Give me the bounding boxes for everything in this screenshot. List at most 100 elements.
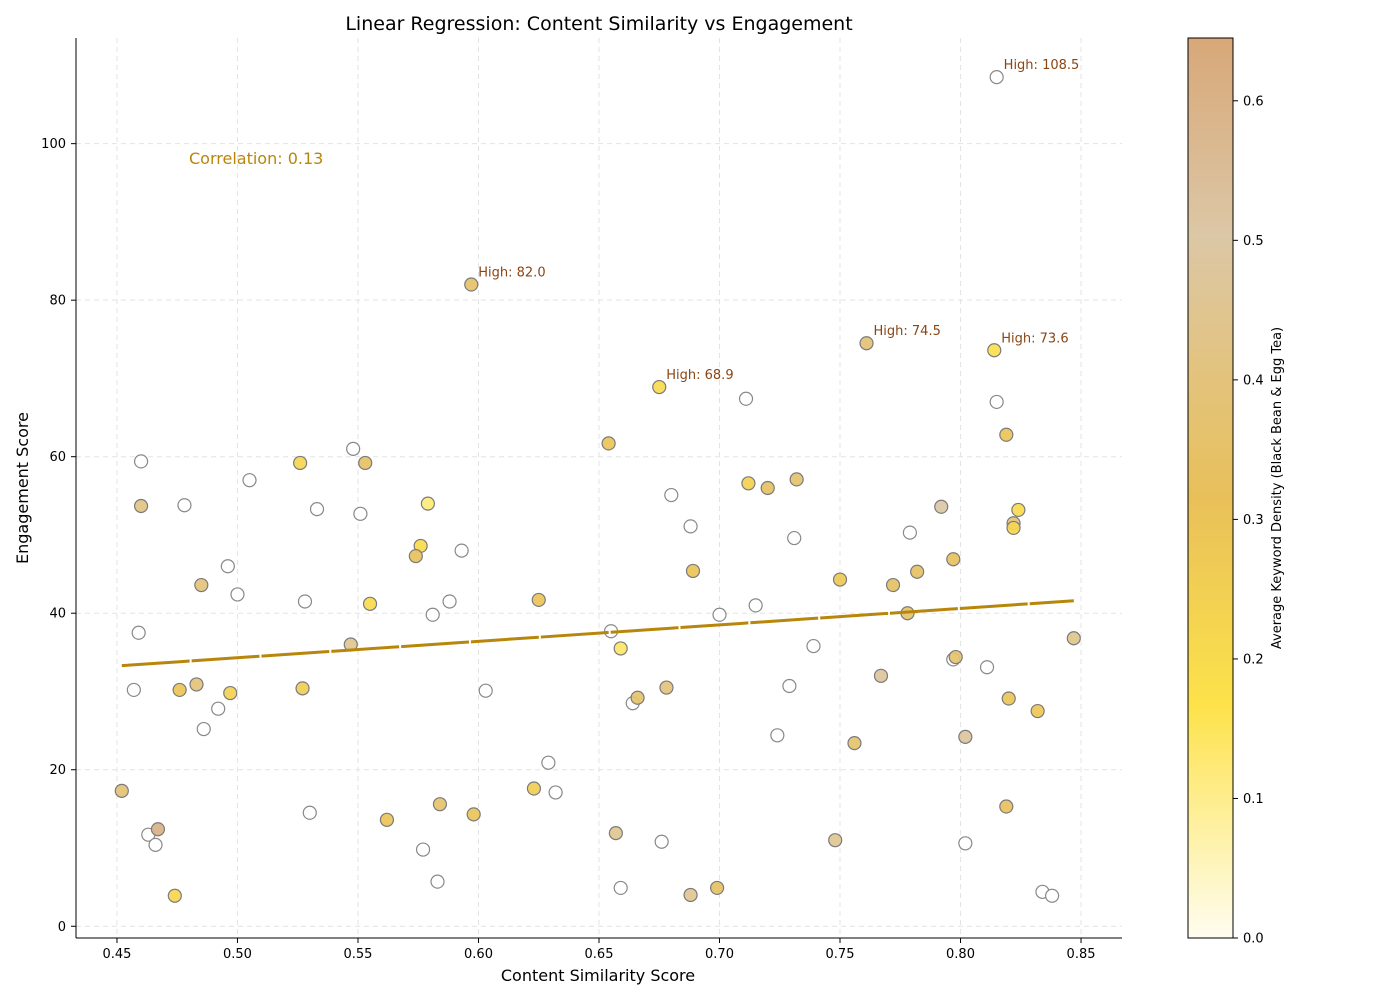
scatter-point-keyword — [608, 826, 623, 841]
annotations: High: 108.5 High: 82.0 High: 74.5 High: 73.… — [478, 58, 1079, 383]
y-tick-label: 0 — [58, 920, 66, 935]
scatter-point-keyword — [873, 668, 889, 683]
scatter-point-no-keyword — [787, 530, 802, 546]
scatter-point-keyword — [1006, 520, 1021, 536]
scatter-point-no-keyword — [782, 678, 797, 694]
scatter-point-keyword — [601, 436, 616, 451]
scatter-point-keyword — [859, 336, 874, 351]
correlation-text: Correlation: 0.13 — [189, 149, 323, 168]
chart-title: Linear Regression: Content Similarity vs… — [345, 13, 852, 35]
colorbar-tick-label: 0.0 — [1243, 932, 1264, 947]
scatter-point-no-keyword — [989, 394, 1004, 410]
scatter-point-keyword — [999, 427, 1014, 442]
scatter-point-keyword — [194, 577, 209, 593]
scatter-point-no-keyword — [454, 543, 469, 558]
scatter-point-no-keyword — [654, 834, 669, 849]
high-value-annotation: High: 82.0 — [478, 266, 545, 281]
x-tick-label: 0.45 — [102, 947, 131, 962]
colorbar-tick-label: 0.1 — [1243, 792, 1264, 807]
scatter-point-keyword — [760, 480, 775, 496]
x-tick-label: 0.80 — [946, 947, 975, 962]
scatter-point-no-keyword — [770, 728, 785, 743]
scatter-point-keyword — [295, 681, 310, 696]
colorbar-tick-label: 0.5 — [1243, 234, 1264, 249]
high-value-annotation: High: 108.5 — [1004, 58, 1080, 73]
scatter-point-no-keyword — [309, 502, 325, 517]
scatter-point-keyword — [847, 736, 862, 751]
scatter-point-keyword — [630, 690, 645, 705]
x-tick-label: 0.70 — [705, 947, 734, 962]
scatter-point-keyword — [172, 682, 187, 698]
scatter-point-keyword — [1001, 691, 1016, 706]
scatter-point-no-keyword — [979, 660, 995, 675]
scatter-point-no-keyword — [148, 837, 163, 852]
high-value-annotation: High: 73.6 — [1001, 331, 1068, 346]
scatter-point-no-keyword — [442, 594, 457, 609]
scatter-point-no-keyword — [346, 441, 361, 456]
scatter-point-keyword — [958, 729, 973, 744]
scatter-point-keyword — [613, 641, 628, 656]
scatter-point-keyword — [293, 455, 308, 471]
scatter-point-no-keyword — [806, 638, 821, 654]
colorbar-label: Average Keyword Density (Black Bean & Eg… — [1270, 327, 1285, 649]
scatter-point-keyword — [358, 455, 373, 471]
scatter-point-no-keyword — [302, 805, 317, 820]
scatter-point-keyword — [828, 833, 843, 848]
y-tick-label: 60 — [49, 450, 66, 465]
scatter-point-keyword — [999, 799, 1014, 814]
scatter-point-no-keyword — [131, 625, 146, 640]
scatter-point-no-keyword — [430, 874, 445, 889]
axes: 0.45 0.50 0.55 0.60 0.65 0.70 0.75 0.80 0.85 0 20 4… — [41, 38, 1122, 962]
colorbar-tick-label: 0.4 — [1243, 373, 1264, 388]
y-tick-label: 20 — [49, 763, 66, 778]
scatter-point-no-keyword — [220, 559, 235, 574]
high-value-annotation: High: 68.9 — [666, 368, 733, 383]
scatter-point-no-keyword — [177, 498, 192, 513]
scatter-point-keyword — [167, 888, 182, 903]
scatter-point-keyword — [832, 572, 848, 587]
scatter-point-no-keyword — [133, 454, 149, 469]
x-tick-label: 0.85 — [1067, 947, 1096, 962]
x-axis-label: Content Similarity Score — [501, 966, 695, 985]
scatter-point-no-keyword — [353, 506, 368, 521]
scatter-point-keyword — [987, 343, 1002, 358]
regression-line-group — [121, 599, 1074, 668]
scatter-point-keyword — [531, 592, 546, 608]
scatter-point-keyword — [1066, 631, 1081, 646]
scatter-point-no-keyword — [902, 525, 918, 540]
scatter-point-keyword — [464, 277, 479, 292]
scatter-point-keyword — [885, 577, 901, 593]
y-tick-label: 100 — [41, 137, 66, 152]
scatter-point-no-keyword — [683, 519, 698, 534]
y-tick-label: 40 — [49, 607, 66, 622]
scatter-point-keyword — [114, 783, 129, 798]
scatter-point-keyword — [362, 596, 378, 611]
x-tick-label: 0.75 — [826, 947, 855, 962]
colorbar-tick-label: 0.6 — [1243, 94, 1264, 109]
scatter-point-no-keyword — [196, 721, 211, 737]
scatter-point-keyword — [709, 880, 725, 896]
scatter-point-no-keyword — [425, 607, 440, 622]
grid-lines — [76, 38, 1122, 938]
scatter-point-no-keyword — [613, 880, 628, 896]
scatter-point-no-keyword — [1045, 888, 1060, 903]
colorbar-tick-label: 0.2 — [1243, 652, 1264, 667]
regression-line — [121, 599, 1074, 668]
scatter-point-keyword — [189, 677, 204, 692]
x-tick-label: 0.65 — [585, 947, 614, 962]
x-tick-label: 0.50 — [223, 947, 252, 962]
scatter-point-keyword — [789, 472, 804, 487]
colorbar-tick-label: 0.3 — [1243, 513, 1264, 528]
scatter-point-keyword — [910, 564, 925, 579]
scatter-point-no-keyword — [989, 70, 1004, 85]
scatter-point-keyword — [946, 552, 961, 567]
scatter-point-keyword — [379, 812, 395, 827]
scatter-point-no-keyword — [126, 682, 141, 698]
x-tick-label: 0.60 — [464, 947, 493, 962]
scatter-point-no-keyword — [415, 842, 431, 857]
scatter-point-no-keyword — [541, 755, 556, 770]
colorbar-ticks: 0.0 0.1 0.2 0.3 0.4 0.5 0.6 — [1233, 94, 1264, 947]
scatter-point-keyword — [659, 680, 674, 695]
